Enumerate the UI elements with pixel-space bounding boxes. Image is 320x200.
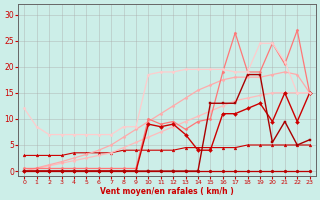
X-axis label: Vent moyen/en rafales ( km/h ): Vent moyen/en rafales ( km/h ) — [100, 187, 234, 196]
